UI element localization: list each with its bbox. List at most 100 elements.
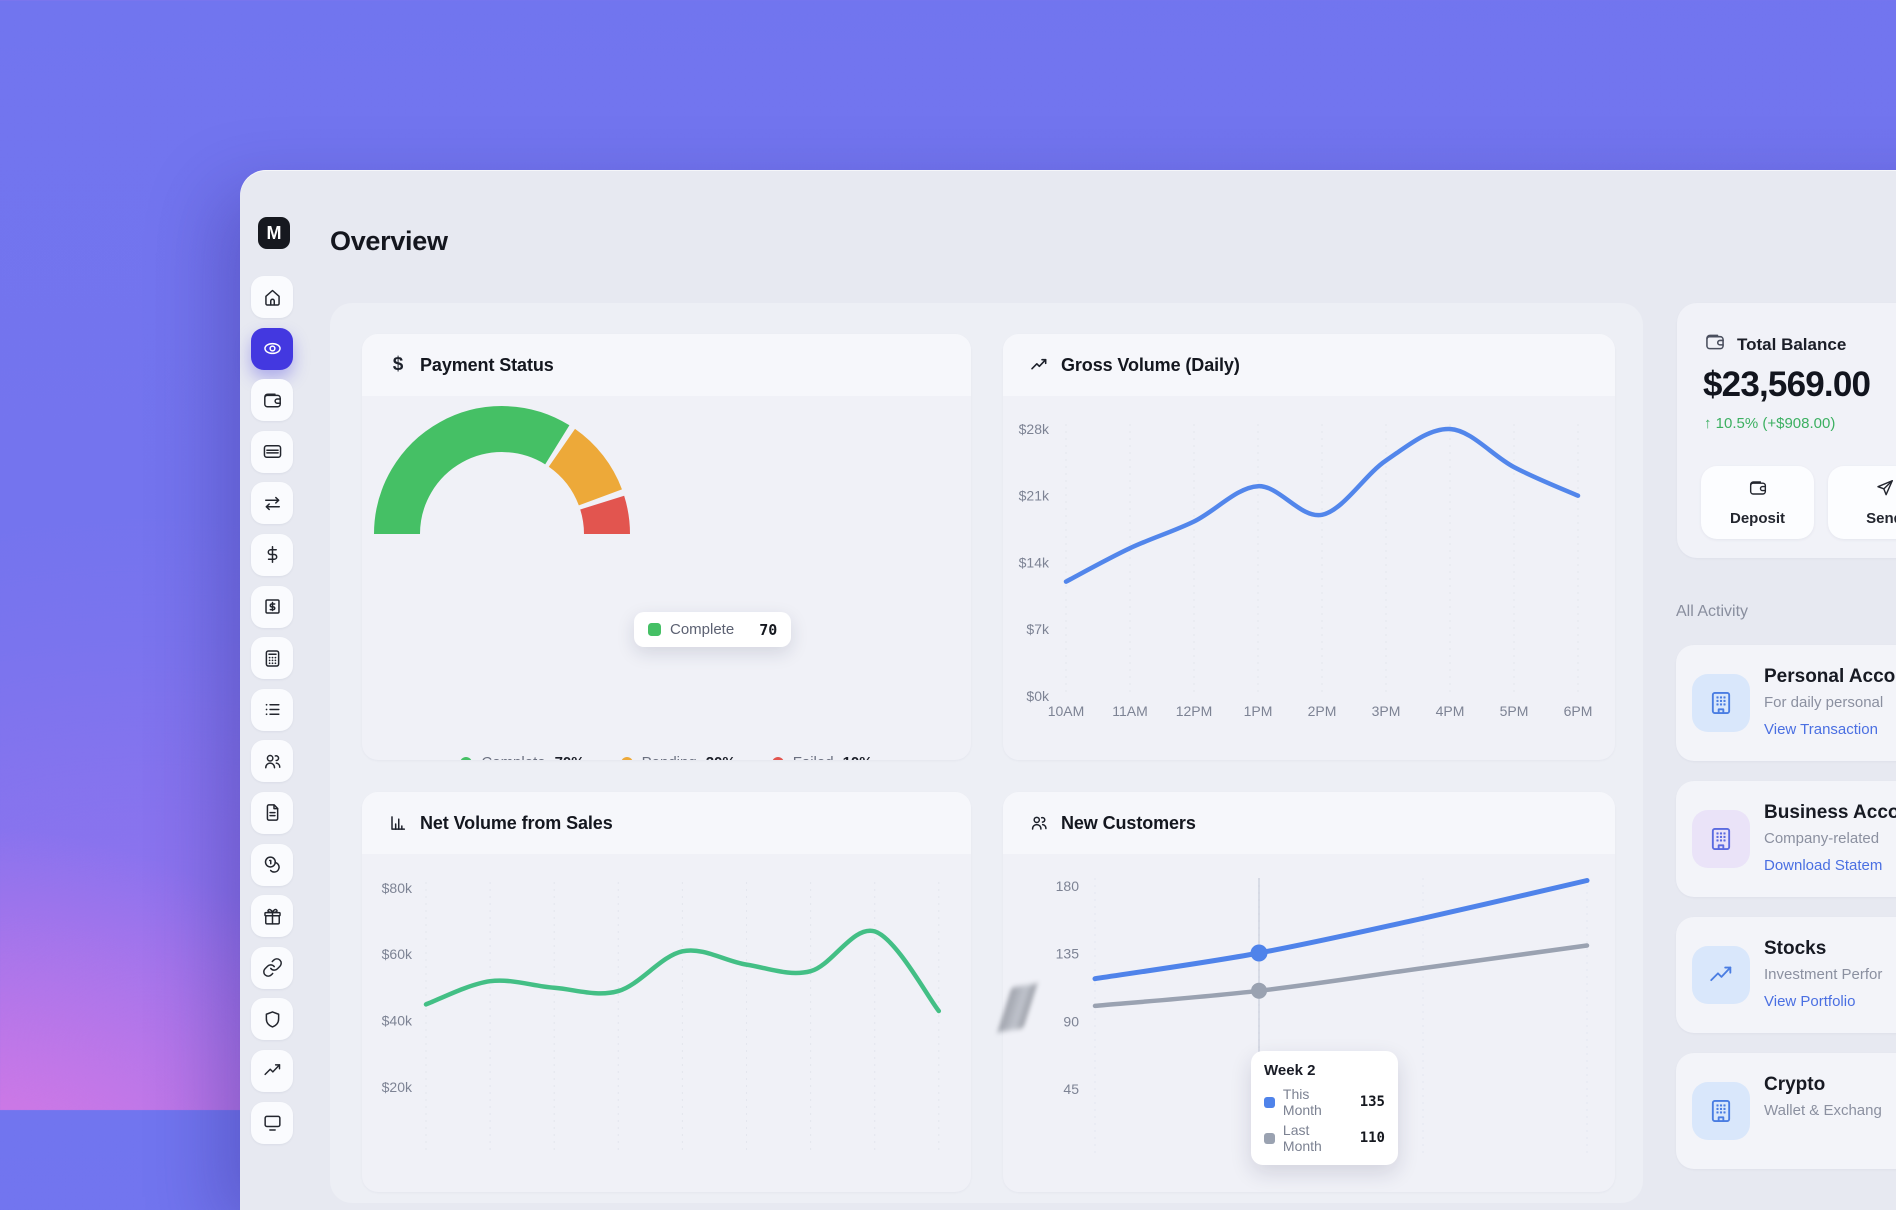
legend-dot bbox=[620, 756, 633, 760]
gross-volume-header: Gross Volume (Daily) bbox=[1003, 334, 1615, 396]
calculator-icon bbox=[262, 648, 283, 669]
document-icon bbox=[262, 802, 283, 823]
balance-actions: Deposit Send bbox=[1701, 466, 1896, 539]
svg-text:45: 45 bbox=[1063, 1081, 1079, 1097]
sidebar-item-gift[interactable] bbox=[251, 895, 293, 938]
svg-text:12PM: 12PM bbox=[1176, 703, 1213, 719]
activity-subtitle: Investment Perfor bbox=[1764, 966, 1883, 983]
trending-up-icon bbox=[1692, 946, 1750, 1004]
building-icon bbox=[1692, 1082, 1750, 1140]
svg-text:$14k: $14k bbox=[1019, 554, 1050, 570]
sidebar-item-link[interactable] bbox=[251, 946, 293, 989]
legend-value: 70% bbox=[555, 754, 585, 760]
total-balance-header: Total Balance bbox=[1704, 331, 1846, 358]
list-icon bbox=[262, 699, 283, 720]
home-icon bbox=[262, 287, 283, 308]
link-icon bbox=[262, 957, 283, 978]
coins-icon bbox=[262, 854, 283, 875]
activity-link[interactable]: Download Statem bbox=[1764, 857, 1883, 874]
people-icon bbox=[1029, 813, 1049, 833]
app-logo: M bbox=[258, 217, 290, 249]
all-activity-heading: All Activity bbox=[1676, 603, 1749, 620]
new-customers-header: New Customers bbox=[1003, 792, 1615, 854]
week2-tooltip: Week 2 This Month 135 Last Month 110 bbox=[1251, 1051, 1398, 1165]
svg-text:5PM: 5PM bbox=[1500, 703, 1529, 719]
credit-card-icon bbox=[262, 441, 283, 462]
paper-plane-icon bbox=[1875, 478, 1895, 503]
week2-tooltip-title: Week 2 bbox=[1264, 1062, 1316, 1079]
gross-volume-title: Gross Volume (Daily) bbox=[1061, 354, 1240, 375]
building-icon bbox=[1692, 674, 1750, 732]
new-customers-chart: 180 135 90 45 Week 2 This Month 135 Last Mo… bbox=[1003, 854, 1615, 1192]
deposit-button[interactable]: Deposit bbox=[1701, 466, 1814, 539]
svg-text:$7k: $7k bbox=[1026, 621, 1050, 637]
sidebar-nav bbox=[251, 276, 293, 1144]
sidebar-item-monitor[interactable] bbox=[251, 1101, 293, 1144]
activity-card-stocks[interactable]: Stocks Investment Perfor View Portfolio bbox=[1676, 917, 1896, 1033]
gross-volume-chart: $28k $21k $14k $7k $0k 10AM 11AM 12PM 1PM 2PM 3PM 4… bbox=[1003, 396, 1615, 760]
trending-up-icon bbox=[262, 1060, 283, 1081]
legend-label: Complete bbox=[481, 754, 545, 760]
bar-chart-icon bbox=[388, 813, 408, 833]
shield-icon bbox=[262, 1009, 283, 1030]
wallet-icon bbox=[1704, 331, 1726, 358]
total-balance-amount: $23,569.00 bbox=[1703, 365, 1871, 404]
last-month-label: Last Month bbox=[1282, 1122, 1322, 1154]
svg-text:135: 135 bbox=[1056, 946, 1080, 962]
sidebar-item-coins[interactable] bbox=[251, 843, 293, 886]
building-icon bbox=[1692, 810, 1750, 868]
payment-status-gauge: Complete 70 Complete 70% Pending 20% Failed 1… bbox=[362, 396, 971, 760]
sidebar-item-shield[interactable] bbox=[251, 998, 293, 1041]
sidebar-item-credit-card[interactable] bbox=[251, 430, 293, 473]
sidebar-item-transfer-arrows[interactable] bbox=[251, 482, 293, 525]
net-volume-chart: $80k $60k $40k $20k bbox=[362, 854, 971, 1192]
send-button[interactable]: Send bbox=[1828, 466, 1896, 539]
sidebar-item-trending-up[interactable] bbox=[251, 1049, 293, 1092]
svg-text:$0k: $0k bbox=[1026, 688, 1050, 704]
activity-subtitle: Wallet & Exchang bbox=[1764, 1102, 1882, 1119]
activity-link[interactable]: View Portfolio bbox=[1764, 993, 1856, 1010]
app-logo-letter: M bbox=[266, 222, 282, 243]
payment-status-title: Payment Status bbox=[420, 354, 554, 375]
legend-value: 10% bbox=[843, 754, 873, 760]
wallet-icon bbox=[1748, 478, 1768, 503]
svg-text:10AM: 10AM bbox=[1048, 703, 1085, 719]
activity-subtitle: Company-related bbox=[1764, 830, 1880, 847]
gauge-tooltip-value: 70 bbox=[759, 620, 778, 639]
sidebar-item-document[interactable] bbox=[251, 791, 293, 834]
activity-subtitle: For daily personal bbox=[1764, 694, 1884, 711]
legend-item-failed: Failed 10% bbox=[771, 754, 873, 760]
gauge-chart bbox=[374, 406, 630, 535]
last-month-swatch bbox=[1264, 1132, 1275, 1144]
this-month-value: 135 bbox=[1359, 1094, 1385, 1110]
activity-title: Personal Accou bbox=[1764, 666, 1896, 687]
activity-card-business-accou[interactable]: Business Accou Company-related Download St… bbox=[1676, 781, 1896, 897]
legend-item-pending: Pending 20% bbox=[620, 754, 736, 760]
sidebar-item-invoice[interactable] bbox=[251, 585, 293, 628]
sidebar-item-users[interactable] bbox=[251, 740, 293, 783]
activity-link[interactable]: View Transaction bbox=[1764, 721, 1878, 738]
activity-card-crypto[interactable]: Crypto Wallet & Exchang bbox=[1676, 1053, 1896, 1169]
transfer-arrows-icon bbox=[262, 493, 283, 514]
sidebar-item-eye[interactable] bbox=[251, 327, 293, 370]
legend-dot bbox=[771, 756, 784, 760]
activity-list: Personal Accou For daily personal View Tra… bbox=[1676, 645, 1896, 1169]
activity-title: Business Accou bbox=[1764, 802, 1896, 823]
eye-icon bbox=[262, 338, 283, 359]
send-label: Send bbox=[1866, 510, 1896, 527]
svg-text:$21k: $21k bbox=[1019, 488, 1050, 504]
trending-up-icon bbox=[1029, 355, 1049, 375]
net-volume-title: Net Volume from Sales bbox=[420, 812, 613, 833]
sidebar-item-wallet[interactable] bbox=[251, 379, 293, 422]
sidebar-item-dollar[interactable] bbox=[251, 533, 293, 576]
sidebar-item-list[interactable] bbox=[251, 688, 293, 731]
net-volume-card: Net Volume from Sales $80k $60k $40k $20k bbox=[362, 792, 971, 1192]
activity-card-personal-accou[interactable]: Personal Accou For daily personal View Tra… bbox=[1676, 645, 1896, 761]
sidebar-item-home[interactable] bbox=[251, 276, 293, 318]
payment-status-card: $ Payment Status Complete 70 Complete 70%… bbox=[362, 334, 971, 760]
gauge-tooltip-label: Complete bbox=[670, 621, 735, 638]
this-month-swatch bbox=[1264, 1096, 1275, 1108]
sidebar-item-calculator[interactable] bbox=[251, 637, 293, 680]
legend-value: 20% bbox=[706, 754, 736, 760]
